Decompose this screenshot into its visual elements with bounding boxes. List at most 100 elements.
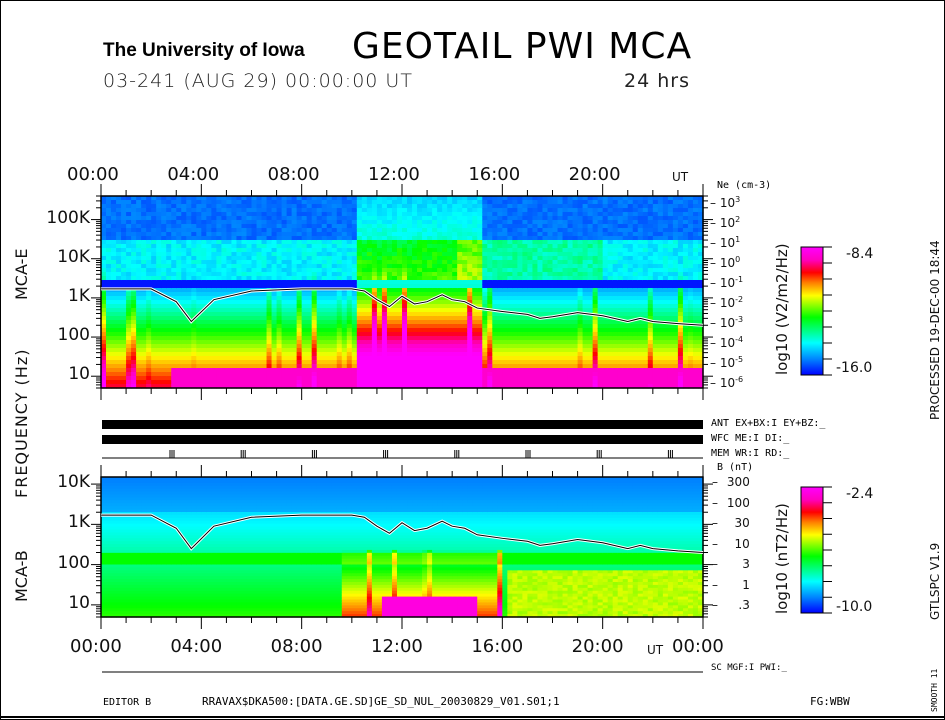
spectrogram-cell [412, 344, 418, 349]
spectrogram-cell [457, 196, 463, 201]
spectrogram-cell [151, 208, 157, 213]
spectrogram-cell [186, 248, 192, 253]
spectrogram-cell [442, 252, 448, 257]
spectrogram-cell [156, 296, 162, 301]
spectrogram-cell [206, 228, 212, 233]
spectrogram-cell [396, 228, 403, 233]
spectrogram-cell [462, 296, 468, 301]
spectrogram-cell [467, 288, 473, 293]
spectrogram-cell [216, 360, 222, 365]
spectrogram-cell [381, 352, 388, 357]
spectrogram-cell [537, 256, 544, 261]
spectrogram-cell [131, 276, 137, 281]
spectrogram-cell [507, 268, 513, 273]
spectrogram-cell [557, 200, 564, 205]
spectrogram-cell [111, 300, 117, 305]
spectrogram-cell [422, 220, 428, 225]
spectrogram-cell [211, 340, 217, 345]
spectrogram-cell [356, 224, 363, 229]
spectrogram-cell [336, 344, 343, 349]
spectrogram-cell [482, 268, 488, 273]
spectrogram-cell [432, 348, 438, 353]
spectrogram-cell [527, 340, 534, 345]
spectrogram-cell [407, 256, 413, 261]
spectrogram-cell [567, 344, 574, 349]
spectrogram-cell [577, 380, 584, 385]
spectrogram-cell [291, 296, 298, 301]
spectrogram-cell [412, 376, 418, 381]
spectrogram-cell [532, 384, 539, 389]
spectrogram-cell [196, 320, 202, 325]
spectrogram-cell [612, 256, 619, 261]
spectrogram-cell [527, 328, 534, 333]
spectrogram-cell [537, 356, 544, 361]
spectrogram-cell [341, 308, 348, 313]
spectrogram-cell [116, 344, 122, 349]
spectrogram-cell [336, 324, 343, 329]
spectrogram-cell [346, 384, 353, 389]
spectrogram-cell [572, 272, 579, 277]
spectrogram-cell [361, 216, 368, 221]
spectrogram-cell [381, 384, 388, 389]
spectrogram-cell [121, 304, 127, 309]
spectrogram-cell [371, 280, 378, 285]
spectrogram-cell [407, 352, 413, 357]
duration-label: 24 hrs [624, 70, 690, 92]
spectrogram-cell [547, 320, 554, 325]
spectrogram-cell [101, 352, 107, 357]
spectrogram-cell [111, 264, 117, 269]
spectrogram-cell [417, 232, 423, 237]
spectrogram-cell [336, 304, 343, 309]
spectrogram-cell [542, 196, 549, 201]
spectrogram-cell [512, 340, 518, 345]
spectrogram-cell [111, 268, 117, 273]
spectrogram-cell [131, 196, 137, 201]
spectrogram-cell [572, 276, 579, 281]
spectrogram-cell [547, 272, 554, 277]
spectrogram-cell [562, 288, 569, 293]
spectrogram-cell [592, 284, 599, 289]
spectrogram-cell [186, 304, 192, 309]
spectrogram-cell [391, 284, 398, 289]
spectrogram-cell [582, 224, 589, 229]
spectrogram-cell [602, 380, 609, 385]
spectrogram-cell [351, 224, 358, 229]
spectrogram-cell [181, 272, 187, 277]
spectrogram-cell [116, 200, 122, 205]
spectrogram-cell [181, 212, 187, 217]
spectrogram-cell [111, 292, 117, 297]
spectrogram-cell [326, 276, 333, 281]
spectrogram-cell [527, 216, 534, 221]
spectrogram-cell [562, 260, 569, 265]
spectrogram-cell [432, 316, 438, 321]
spectrogram-cell [221, 228, 228, 233]
spectrogram-cell [121, 200, 127, 205]
spectrogram-cell [587, 272, 594, 277]
spectrogram-cell [356, 328, 363, 333]
spectrogram-cell [181, 236, 187, 241]
spectrogram-cell [101, 284, 107, 289]
spectrogram-cell [507, 208, 513, 213]
spectrogram-cell [286, 284, 293, 289]
spectrogram-cell [477, 204, 483, 209]
spectrogram-cell [221, 356, 228, 361]
spectrogram-cell [537, 332, 544, 337]
spectrogram-cell [326, 364, 333, 369]
spectrogram-cell [336, 240, 343, 245]
spectrogram-cell [131, 356, 137, 361]
spectrogram-cell [101, 332, 107, 337]
spectrogram-cell [467, 276, 473, 281]
spectrogram-cell [191, 328, 197, 333]
spectrogram-cell [361, 260, 368, 265]
spectrogram-cell [617, 228, 624, 233]
spectrogram-cell [141, 296, 147, 301]
spectrogram-cell [532, 228, 539, 233]
spectrogram-cell [126, 244, 132, 249]
spectrogram-cell [301, 252, 308, 257]
spectrogram-cell [376, 348, 383, 353]
spectrogram-cell [396, 260, 403, 265]
spectrogram-cell [366, 232, 373, 237]
spectrogram-cell [196, 200, 202, 205]
spectrogram-cell [321, 220, 328, 225]
spectrogram-cell [201, 244, 207, 249]
